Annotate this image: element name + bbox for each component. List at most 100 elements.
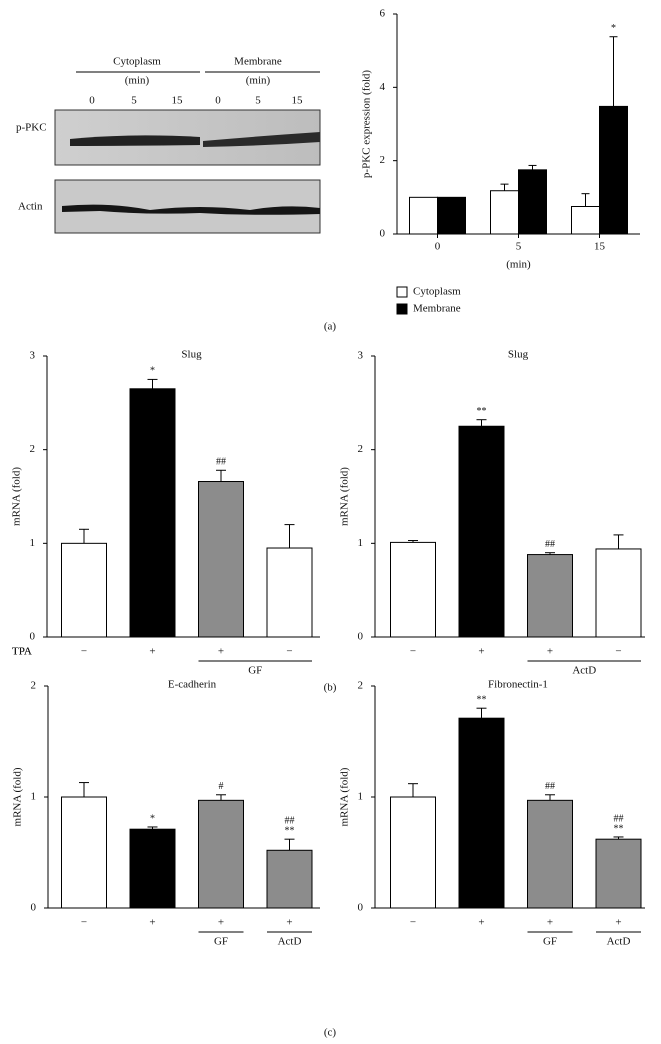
treatment-sign: + xyxy=(218,646,224,658)
bar xyxy=(266,547,313,638)
bar xyxy=(390,796,436,909)
significance: ## xyxy=(545,781,555,792)
treatment-sign: + xyxy=(547,917,553,929)
blot-row: Actin xyxy=(18,201,43,213)
group-label: ActD xyxy=(278,936,302,948)
bar xyxy=(527,554,573,638)
treatment-sign: + xyxy=(478,917,484,929)
group-label: GF xyxy=(543,936,557,948)
treatment-sign: + xyxy=(478,646,484,658)
y-tick-label: 4 xyxy=(380,81,386,93)
treatment-sign: − xyxy=(410,646,416,658)
bar xyxy=(437,196,466,235)
y-tick-label: 2 xyxy=(30,443,36,455)
bar xyxy=(458,425,505,638)
y-axis-label: p-PKC expression (fold) xyxy=(361,70,373,178)
treatment-sign: + xyxy=(218,917,224,929)
row-label: TPA xyxy=(12,646,32,658)
bar xyxy=(458,717,505,909)
bar xyxy=(599,105,628,235)
y-tick-label: 2 xyxy=(31,680,37,692)
blot-lane: 15 xyxy=(172,95,184,107)
y-axis-label: mRNA (fold) xyxy=(11,467,23,526)
bar xyxy=(198,481,244,638)
legend-label: Cytoplasm xyxy=(413,286,461,298)
x-tick-label: 5 xyxy=(516,241,522,253)
significance: * xyxy=(611,23,616,34)
bar xyxy=(61,796,107,909)
chart-title: E-cadherin xyxy=(168,679,217,691)
treatment-sign: + xyxy=(615,917,621,929)
treatment-sign: + xyxy=(547,646,553,658)
chart-title: Fibronectin-1 xyxy=(488,679,548,691)
bar xyxy=(595,548,642,638)
blot-lane: 0 xyxy=(215,95,221,107)
treatment-sign: − xyxy=(81,646,87,658)
legend-swatch xyxy=(396,286,408,298)
significance: ** xyxy=(614,823,624,834)
significance: ## xyxy=(614,813,624,824)
blot-unit: (min) xyxy=(246,75,271,87)
row-label: TPA xyxy=(12,646,32,658)
blot-band xyxy=(70,135,200,146)
treatment-sign: − xyxy=(81,917,87,929)
group-label: GF xyxy=(214,936,228,948)
significance: ## xyxy=(216,457,226,468)
bar xyxy=(571,206,600,235)
x-tick-label: 0 xyxy=(435,241,441,253)
y-axis-label: mRNA (fold) xyxy=(339,767,351,826)
significance: ** xyxy=(285,825,295,836)
blot-group: Cytoplasm xyxy=(113,56,161,68)
panel-label: (c) xyxy=(324,1027,337,1039)
y-tick-label: 3 xyxy=(30,350,36,362)
treatment-sign: − xyxy=(615,646,621,658)
y-tick-label: 1 xyxy=(30,537,36,549)
group-label: ActD xyxy=(607,936,631,948)
treatment-sign: + xyxy=(149,646,155,658)
y-tick-label: 1 xyxy=(358,537,364,549)
blot-lane: 0 xyxy=(89,95,95,107)
blot-group: Membrane xyxy=(234,56,282,68)
blot-unit: (min) xyxy=(125,75,150,87)
x-axis-label: (min) xyxy=(506,259,531,271)
significance: * xyxy=(150,366,155,377)
treatment-sign: + xyxy=(286,917,292,929)
bar xyxy=(390,541,436,638)
y-tick-label: 0 xyxy=(358,631,364,643)
significance: ## xyxy=(545,539,555,550)
group-label: GF xyxy=(248,665,262,677)
significance: ** xyxy=(477,406,487,417)
treatment-sign: − xyxy=(410,917,416,929)
bar xyxy=(490,190,519,235)
bar xyxy=(518,169,547,235)
significance: # xyxy=(219,781,224,792)
legend-swatch xyxy=(396,303,408,315)
bar xyxy=(129,828,176,909)
x-tick-label: 15 xyxy=(594,241,606,253)
panel-label: (b) xyxy=(324,682,337,694)
bar xyxy=(527,799,573,909)
significance: ## xyxy=(285,815,295,826)
blot-lane: 15 xyxy=(292,95,304,107)
bar xyxy=(198,799,244,909)
bar xyxy=(61,542,107,638)
y-tick-label: 0 xyxy=(31,902,37,914)
blot-lane: 5 xyxy=(255,95,261,107)
blot-row: p-PKC xyxy=(16,122,47,134)
y-axis-label: mRNA (fold) xyxy=(12,767,24,826)
panel-label: (a) xyxy=(324,321,337,333)
y-tick-label: 1 xyxy=(358,791,364,803)
treatment-sign: + xyxy=(149,917,155,929)
y-tick-label: 3 xyxy=(358,350,364,362)
y-tick-label: 2 xyxy=(358,680,364,692)
legend-label: Membrane xyxy=(413,303,461,315)
y-tick-label: 2 xyxy=(358,443,364,455)
bar xyxy=(409,196,438,235)
chart-title: Slug xyxy=(508,349,529,361)
y-tick-label: 2 xyxy=(380,154,386,166)
y-tick-label: 1 xyxy=(31,791,37,803)
treatment-sign: − xyxy=(286,646,292,658)
significance: * xyxy=(150,813,155,824)
blot-band xyxy=(62,204,320,215)
